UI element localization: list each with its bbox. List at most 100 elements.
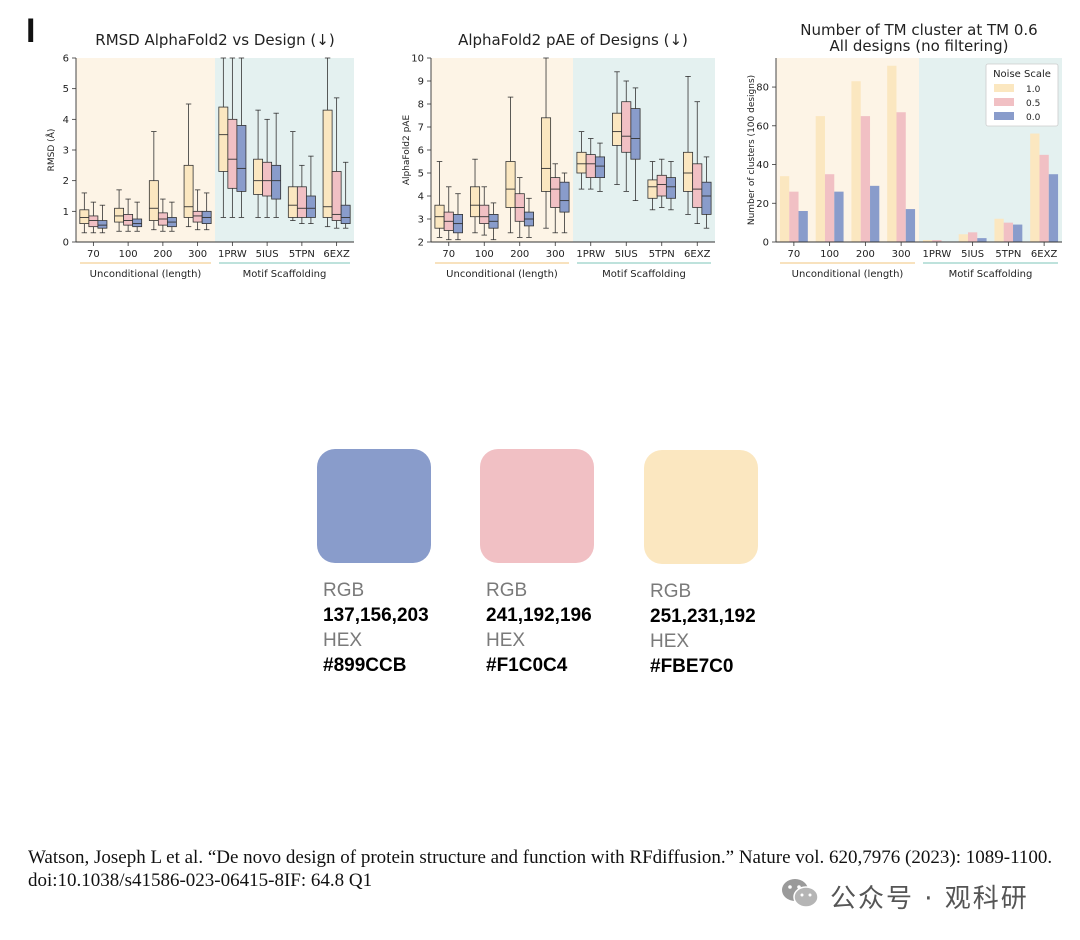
hex-value: #FBE7C0 (650, 656, 734, 677)
swatch-card-pink: RGB 241,192,196 HEX #F1C0C4 (480, 449, 630, 679)
bar-0_0 (977, 238, 987, 242)
bar-0_5 (860, 116, 871, 242)
x-tick-label: 300 (546, 249, 565, 260)
box-iqr (322, 109, 333, 218)
bar-1_0 (815, 116, 825, 242)
color-swatch (317, 449, 431, 563)
group-label-unconditional: Unconditional (length) (90, 269, 202, 280)
box-0_5 (123, 198, 134, 232)
y-tick-label: 1 (63, 207, 69, 218)
x-tick-label: 1PRW (922, 249, 951, 260)
box-1_0 (79, 192, 90, 234)
panel-letter: I (26, 12, 36, 50)
bar-1_0 (779, 176, 790, 242)
x-tick-label: 5IUS (615, 249, 638, 260)
box-iqr (88, 215, 99, 228)
color-swatch (480, 449, 594, 563)
x-tick-label: 100 (820, 249, 839, 260)
box-iqr (594, 156, 605, 178)
box-1_0 (287, 131, 298, 221)
box-0_5 (479, 186, 490, 236)
box-iqr (114, 207, 125, 223)
box-iqr (331, 171, 342, 221)
box-0_0 (201, 192, 212, 231)
box-0_0 (701, 156, 712, 229)
bar-0_5 (1003, 222, 1014, 242)
swatch-card-yellow: RGB 251,231,192 HEX #FBE7C0 (644, 450, 794, 680)
box-0_5 (585, 138, 596, 190)
box-1_0 (683, 76, 694, 215)
legend-label: 1.0 (1026, 85, 1041, 95)
box-iqr (192, 210, 203, 223)
box-0_0 (132, 201, 143, 232)
box-iqr (621, 101, 632, 153)
box-0_0 (630, 87, 641, 202)
box-iqr (701, 181, 712, 215)
box-1_0 (322, 57, 333, 228)
box-iqr (123, 213, 134, 226)
box-iqr (479, 204, 490, 224)
watermark: 公众号 · 观科研 (780, 878, 1029, 914)
box-1_0 (470, 158, 481, 234)
x-tick-label: 6EXZ (1031, 249, 1058, 260)
bar-0_5 (789, 191, 799, 242)
pae-boxplot: AlphaFold2 pAE of Designs (↓) 2 3 4 5 6 7 8 9 10 A… (402, 31, 715, 280)
box-0_0 (488, 202, 499, 241)
box-iqr (576, 151, 587, 174)
box-0_0 (452, 193, 463, 241)
x-tick-label: 200 (856, 249, 875, 260)
y-tick-label: 60 (756, 121, 769, 132)
box-0_0 (523, 197, 534, 238)
y-tick-label: 8 (418, 100, 424, 111)
box-1_0 (434, 161, 445, 238)
x-tick-label: 1PRW (576, 249, 605, 260)
legend-label: 0.5 (1026, 99, 1040, 109)
box-0_0 (305, 155, 316, 225)
x-tick-label: 6EXZ (323, 249, 350, 260)
x-tick-label: 6EXZ (684, 249, 711, 260)
bar-1_0 (994, 218, 1004, 242)
bar-1_0 (958, 234, 968, 242)
y-tick-label: 3 (418, 215, 424, 226)
box-iqr (183, 164, 194, 218)
x-tick-label: 5TPN (289, 249, 315, 260)
legend-swatch (994, 112, 1014, 120)
y-tick-label: 9 (418, 77, 424, 88)
box-0_5 (192, 189, 203, 231)
bar-0_5 (824, 174, 835, 242)
bar-0_5 (1039, 154, 1049, 242)
bar-0_0 (905, 209, 916, 242)
hex-label: HEX (650, 631, 690, 652)
swatch-card-blue: RGB 137,156,203 HEX #899CCB (317, 449, 467, 679)
box-iqr (262, 161, 273, 197)
chart-title: AlphaFold2 pAE of Designs (↓) (458, 31, 688, 49)
box-1_0 (612, 71, 623, 185)
hex-value: #899CCB (323, 655, 407, 676)
box-0_5 (656, 158, 667, 208)
y-tick-label: 20 (756, 199, 769, 210)
box-0_0 (594, 142, 605, 192)
box-1_0 (505, 96, 516, 234)
box-iqr (148, 180, 159, 221)
box-iqr (692, 163, 703, 208)
bar-0_5 (967, 232, 978, 242)
group-label-motif: Motif Scaffolding (243, 269, 327, 280)
y-axis-label: RMSD (Å) (45, 129, 57, 172)
box-0_0 (236, 57, 247, 218)
box-iqr (218, 106, 229, 172)
bar-1_0 (851, 81, 861, 243)
y-axis-label: AlphaFold2 pAE (402, 115, 412, 186)
box-iqr (253, 158, 264, 195)
box-iqr (647, 179, 658, 199)
box-iqr (236, 125, 247, 192)
bar-0_5 (932, 240, 942, 242)
region-motif (573, 58, 715, 242)
box-0_0 (97, 204, 108, 234)
legend-label: 0.0 (1026, 113, 1041, 123)
y-tick-label: 10 (411, 54, 424, 65)
box-iqr (97, 220, 108, 229)
box-iqr (541, 117, 552, 192)
box-1_0 (148, 131, 159, 231)
box-1_0 (183, 103, 194, 228)
